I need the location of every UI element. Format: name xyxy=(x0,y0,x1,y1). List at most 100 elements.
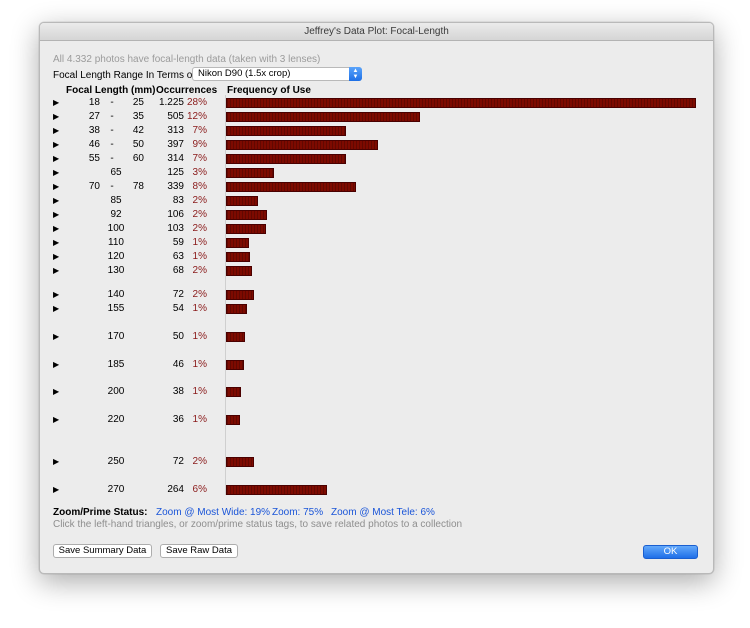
frequency-bar xyxy=(226,415,240,425)
range-select-value: Nikon D90 (1.5x crop) xyxy=(198,68,291,79)
status-zoom-most-wide[interactable]: Zoom @ Most Wide: 19% xyxy=(156,507,271,518)
disclosure-triangle-icon[interactable]: ▶ xyxy=(53,252,60,261)
disclosure-triangle-icon[interactable]: ▶ xyxy=(53,290,60,299)
frequency-bar xyxy=(226,154,346,164)
focal-length-value: 120 xyxy=(107,251,125,262)
occurrences-value: 125 xyxy=(167,167,184,178)
save-summary-button[interactable]: Save Summary Data xyxy=(53,544,152,558)
table-row: ▶ 140 72 2% xyxy=(40,289,713,301)
table-row: ▶ 250 72 2% xyxy=(40,456,713,468)
table-row: ▶ 65 125 3% xyxy=(40,167,713,179)
table-row: ▶ 92 106 2% xyxy=(40,209,713,221)
select-arrows-icon: ▲ ▼ xyxy=(349,67,362,81)
table-row: ▶ 130 68 2% xyxy=(40,265,713,277)
frequency-bar xyxy=(226,238,249,248)
range-dash: - xyxy=(110,97,114,108)
table-row: ▶ 220 36 1% xyxy=(40,414,713,426)
focal-length-value: 100 xyxy=(107,223,125,234)
percent-value: 7% xyxy=(192,153,207,164)
disclosure-triangle-icon[interactable]: ▶ xyxy=(53,154,60,163)
percent-value: 1% xyxy=(192,414,207,425)
table-row: ▶ 170 50 1% xyxy=(40,331,713,343)
focal-length-low: 27 xyxy=(88,111,100,122)
disclosure-triangle-icon[interactable]: ▶ xyxy=(53,266,60,275)
status-zoom[interactable]: Zoom: 75% xyxy=(272,507,324,518)
occurrences-value: 103 xyxy=(167,223,184,234)
disclosure-triangle-icon[interactable]: ▶ xyxy=(53,182,60,191)
frequency-bar xyxy=(226,126,346,136)
occurrences-value: 38 xyxy=(172,386,184,397)
frequency-bar xyxy=(226,387,241,397)
header-frequency: Frequency of Use xyxy=(227,85,311,96)
table-row: ▶ 38- 42 313 7% xyxy=(40,125,713,137)
disclosure-triangle-icon[interactable]: ▶ xyxy=(53,238,60,247)
focal-length-value: 110 xyxy=(108,237,124,248)
summary-text: All 4.332 photos have focal-length data … xyxy=(53,54,321,65)
disclosure-triangle-icon[interactable]: ▶ xyxy=(53,98,60,107)
focal-length-value: 140 xyxy=(107,289,125,300)
disclosure-triangle-icon[interactable]: ▶ xyxy=(53,387,60,396)
focal-length-low: 18 xyxy=(88,97,100,108)
occurrences-value: 314 xyxy=(167,153,184,164)
status-zoom-most-tele[interactable]: Zoom @ Most Tele: 6% xyxy=(331,507,435,518)
percent-value: 7% xyxy=(192,125,207,136)
frequency-bar xyxy=(226,168,274,178)
status-label: Zoom/Prime Status: xyxy=(53,507,148,518)
disclosure-triangle-icon[interactable]: ▶ xyxy=(53,485,60,494)
dialog-window: Jeffrey's Data Plot: Focal-Length All 4.… xyxy=(39,22,714,574)
range-dash: - xyxy=(110,153,114,164)
occurrences-value: 397 xyxy=(167,139,184,150)
disclosure-triangle-icon[interactable]: ▶ xyxy=(53,140,60,149)
disclosure-triangle-icon[interactable]: ▶ xyxy=(53,126,60,135)
focal-length-value: 85 xyxy=(110,195,122,206)
occurrences-value: 106 xyxy=(167,209,184,220)
disclosure-triangle-icon[interactable]: ▶ xyxy=(53,210,60,219)
percent-value: 6% xyxy=(192,484,207,495)
range-dash: - xyxy=(110,181,114,192)
table-row: ▶ 110 59 1% xyxy=(40,237,713,249)
disclosure-triangle-icon[interactable]: ▶ xyxy=(53,168,60,177)
percent-value: 9% xyxy=(192,139,207,150)
save-raw-button[interactable]: Save Raw Data xyxy=(160,544,238,558)
disclosure-triangle-icon[interactable]: ▶ xyxy=(53,224,60,233)
percent-value: 2% xyxy=(192,289,207,300)
percent-value: 3% xyxy=(192,167,207,178)
disclosure-triangle-icon[interactable]: ▶ xyxy=(53,332,60,341)
percent-value: 2% xyxy=(192,195,207,206)
frequency-bar xyxy=(226,360,244,370)
range-label: Focal Length Range In Terms of: xyxy=(53,70,198,81)
table-row: ▶ 200 38 1% xyxy=(40,386,713,398)
occurrences-value: 54 xyxy=(172,303,184,314)
frequency-bar xyxy=(226,98,696,108)
disclosure-triangle-icon[interactable]: ▶ xyxy=(53,360,60,369)
frequency-bar xyxy=(226,304,247,314)
disclosure-triangle-icon[interactable]: ▶ xyxy=(53,457,60,466)
focal-length-value: 155 xyxy=(107,303,125,314)
frequency-bar xyxy=(226,485,327,495)
occurrences-value: 505 xyxy=(167,111,184,122)
occurrences-value: 83 xyxy=(172,195,184,206)
disclosure-triangle-icon[interactable]: ▶ xyxy=(53,304,60,313)
focal-length-value: 185 xyxy=(107,359,125,370)
table-row: ▶ 70- 78 339 8% xyxy=(40,181,713,193)
occurrences-value: 72 xyxy=(172,289,184,300)
range-dash: - xyxy=(110,111,114,122)
focal-length-value: 250 xyxy=(107,456,125,467)
frequency-bar xyxy=(226,457,254,467)
range-select[interactable]: Nikon D90 (1.5x crop) ▲ ▼ xyxy=(192,67,362,81)
focal-length-low: 46 xyxy=(88,139,100,150)
frequency-bar xyxy=(226,266,252,276)
ok-button[interactable]: OK xyxy=(643,545,698,559)
occurrences-value: 1.225 xyxy=(158,97,184,108)
chart-axis xyxy=(225,95,226,495)
percent-value: 2% xyxy=(192,223,207,234)
disclosure-triangle-icon[interactable]: ▶ xyxy=(53,196,60,205)
frequency-bar xyxy=(226,112,420,122)
occurrences-value: 36 xyxy=(172,414,184,425)
disclosure-triangle-icon[interactable]: ▶ xyxy=(53,112,60,121)
focal-length-high: 78 xyxy=(132,181,144,192)
disclosure-triangle-icon[interactable]: ▶ xyxy=(53,415,60,424)
focal-length-value: 130 xyxy=(107,265,125,276)
focal-length-low: 55 xyxy=(88,153,100,164)
frequency-bar xyxy=(226,182,356,192)
